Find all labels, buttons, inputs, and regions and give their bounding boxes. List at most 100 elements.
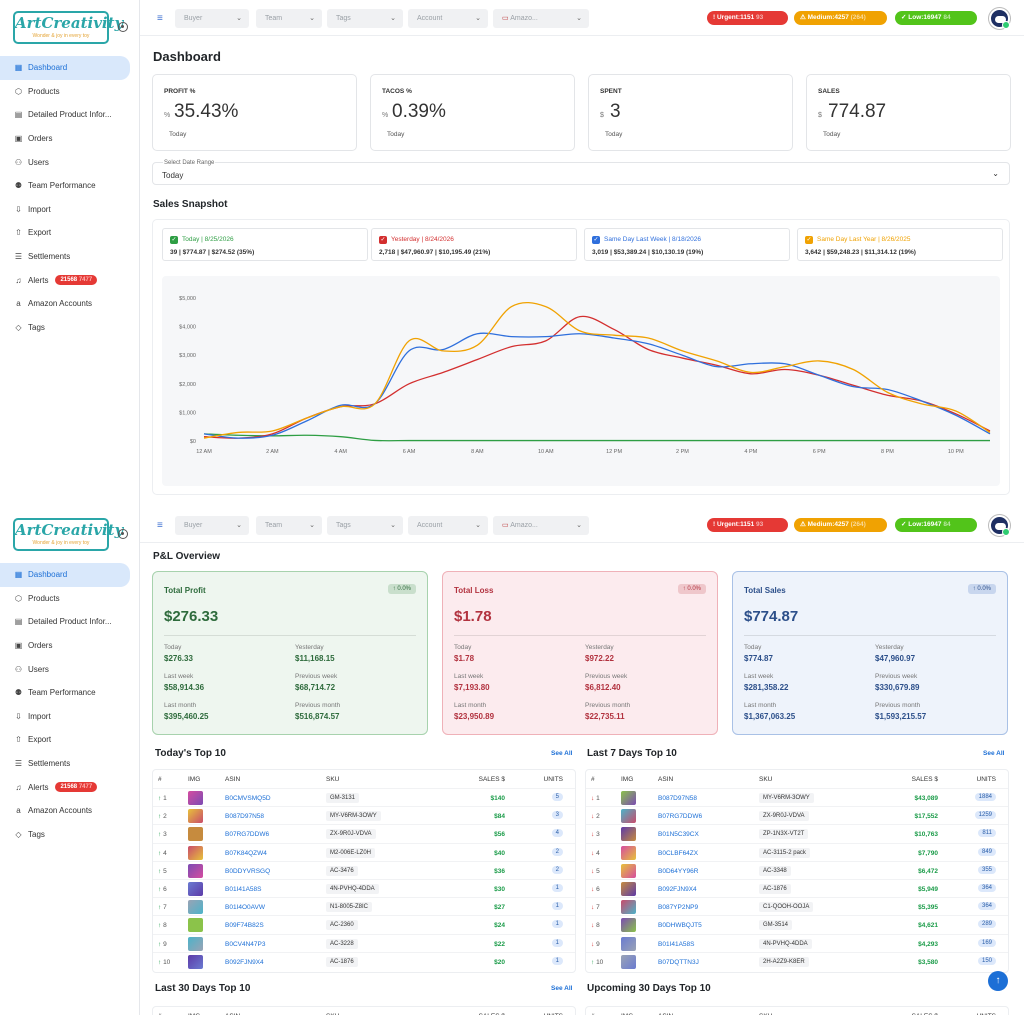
table-row[interactable]: ↑ 6 B01I41A58S 4N-PVHQ-4DDA $30 1: [153, 879, 575, 897]
product-thumbnail[interactable]: [188, 845, 203, 860]
legend-item-1[interactable]: ✓ Yesterday | 8/24/2026 2,718 | $47,960.97…: [371, 228, 577, 261]
sidebar-item-import[interactable]: ⇩ Import: [0, 198, 140, 222]
asin-link[interactable]: B0CV4N47P3: [225, 940, 266, 948]
sidebar-item-orders[interactable]: ▣ Orders: [0, 127, 140, 151]
table-row[interactable]: ↓ 2 B07RG7DDW6 ZX-9R0J-VDVA $17,552 1259: [586, 806, 1008, 824]
table-row[interactable]: ↓ 4 B0CLBF64ZX AC-3115-2 pack $7,790 849: [586, 842, 1008, 861]
table-row[interactable]: ↓ 7 B087YP2NP9 C1-QOOH-OOJA $5,395 364: [586, 897, 1008, 915]
asin-link[interactable]: B09F74B82S: [225, 922, 264, 930]
asin-link[interactable]: B01N5C39CX: [658, 831, 699, 839]
product-thumbnail[interactable]: [621, 936, 636, 951]
filter-select-0[interactable]: Buyer ⌄: [175, 9, 249, 28]
sidebar-item-alerts[interactable]: ♫ Alerts 21568 7477: [0, 268, 140, 292]
product-thumbnail[interactable]: [621, 809, 636, 824]
asin-link[interactable]: B087D97N58: [658, 795, 698, 802]
user-avatar[interactable]: [989, 8, 1010, 29]
table-row[interactable]: ↑ 1 B0CMVSMQ5D GM-3131 $140 5: [153, 788, 575, 806]
sidebar-item-detailed-product-infor[interactable]: ▤ Detailed Product Infor...: [0, 103, 140, 127]
table-row[interactable]: ↑ 2 B087D97N58 MY-V6RM-3OWY $84 3: [153, 806, 575, 824]
user-avatar[interactable]: [989, 515, 1010, 536]
priority-pill-2[interactable]: ✓ Low:16947 84: [895, 11, 977, 25]
table-row[interactable]: ↑ 5 B0DDYVRSGQ AC-3476 $36 2: [153, 860, 575, 879]
asin-link[interactable]: B07DQTTN3J: [658, 958, 699, 966]
sidebar-item-dashboard[interactable]: ▦ Dashboard: [0, 563, 130, 587]
filter-icon[interactable]: ≡: [157, 13, 163, 24]
sidebar-item-orders[interactable]: ▣ Orders: [0, 634, 140, 658]
legend-item-3[interactable]: ✓ Same Day Last Year | 8/26/2025 3,642 | $…: [797, 228, 1003, 261]
sidebar-item-products[interactable]: ⬡ Products: [0, 587, 140, 611]
legend-item-0[interactable]: ✓ Today | 8/25/2026 39 | $774.87 | $274.52…: [162, 228, 368, 261]
product-thumbnail[interactable]: [621, 882, 636, 896]
asin-link[interactable]: B092FJN9X4: [225, 958, 264, 966]
product-thumbnail[interactable]: [621, 845, 636, 860]
sidebar-item-export[interactable]: ⇧ Export: [0, 221, 140, 245]
filter-select-0[interactable]: Buyer ⌄: [175, 516, 249, 535]
sidebar-item-dashboard[interactable]: ▦ Dashboard: [0, 56, 130, 80]
filter-select-3[interactable]: Account ⌄: [408, 516, 488, 535]
asin-link[interactable]: B087D97N58: [225, 813, 265, 821]
date-range-select[interactable]: Select Date Range Today ⌄: [152, 160, 1010, 185]
asin-link[interactable]: B0CLBF64ZX: [658, 849, 699, 857]
table-row[interactable]: ↑ 3 B07RG7DDW6 ZX-9R0J-VDVA $56 4: [153, 824, 575, 842]
asin-link[interactable]: B087YP2NP9: [658, 904, 699, 912]
today-see-all-link[interactable]: See All: [551, 750, 573, 757]
checkbox-checked-icon[interactable]: ✓: [170, 236, 178, 244]
filter-icon[interactable]: ≡: [157, 520, 163, 531]
product-thumbnail[interactable]: [188, 882, 203, 896]
product-thumbnail[interactable]: [188, 900, 203, 915]
sidebar-item-export[interactable]: ⇧ Export: [0, 728, 140, 752]
product-thumbnail[interactable]: [621, 918, 636, 933]
product-thumbnail[interactable]: [188, 954, 203, 969]
filter-select-1[interactable]: Team ⌄: [256, 516, 322, 535]
checkbox-checked-icon[interactable]: ✓: [592, 236, 600, 244]
table-row[interactable]: ↓ 8 B0DHWBQJT5 GM-3514 $4,621 289: [586, 915, 1008, 933]
product-thumbnail[interactable]: [621, 954, 636, 969]
sidebar-item-settlements[interactable]: ☰ Settlements: [0, 245, 140, 269]
priority-pill-0[interactable]: ! Urgent:1151 93: [707, 518, 788, 532]
table-row[interactable]: ↓ 6 B092FJN9X4 AC-1876 $5,949 364: [586, 879, 1008, 897]
asin-link[interactable]: B07K84QZW4: [225, 849, 267, 857]
table-row[interactable]: ↓ 1 B087D97N58 MY-V6RM-3OWY $43,089 1884: [586, 788, 1008, 806]
table-row[interactable]: ↑ 9 B0CV4N47P3 AC-3228 $22 1: [153, 933, 575, 952]
product-thumbnail[interactable]: [188, 809, 203, 824]
filter-select-4[interactable]: ▭ Amazo... ⌄: [493, 516, 589, 535]
table-row[interactable]: ↑ 7 B01I4O0AVW N1-8005-Z8IC $27 1: [153, 897, 575, 915]
priority-pill-0[interactable]: ! Urgent:1151 93: [707, 11, 788, 25]
sidebar-item-users[interactable]: ⚇ Users: [0, 657, 140, 681]
filter-select-1[interactable]: Team ⌄: [256, 9, 322, 28]
sidebar-item-settlements[interactable]: ☰ Settlements: [0, 752, 140, 776]
sidebar-item-products[interactable]: ⬡ Products: [0, 80, 140, 104]
product-thumbnail[interactable]: [188, 827, 203, 842]
sidebar-item-team-performance[interactable]: ⚉ Team Performance: [0, 174, 140, 198]
table-row[interactable]: ↑ 8 B09F74B82S AC-2360 $24 1: [153, 915, 575, 933]
table-row[interactable]: ↓ 9 B01I41A58S 4N-PVHQ-4DDA $4,293 169: [586, 933, 1008, 952]
logo[interactable]: ArtCreativity Wonder & joy in every toy: [13, 11, 123, 44]
asin-link[interactable]: B01I41A58S: [658, 940, 695, 948]
filter-select-3[interactable]: Account ⌄: [408, 9, 488, 28]
sidebar-item-amazon-accounts[interactable]: a Amazon Accounts: [0, 292, 140, 316]
product-thumbnail[interactable]: [621, 791, 636, 805]
sidebar-item-users[interactable]: ⚇ Users: [0, 150, 140, 174]
product-thumbnail[interactable]: [621, 863, 636, 878]
product-thumbnail[interactable]: [621, 900, 636, 915]
sidebar-item-team-performance[interactable]: ⚉ Team Performance: [0, 681, 140, 705]
sidebar-toggle-icon[interactable]: [118, 22, 128, 32]
filter-select-2[interactable]: Tags ⌄: [327, 516, 403, 535]
priority-pill-1[interactable]: ⚠ Medium:4257 (264): [794, 518, 887, 532]
scroll-top-button[interactable]: ↑: [988, 971, 1008, 991]
asin-link[interactable]: B07RG7DDW6: [225, 831, 270, 839]
sidebar-item-amazon-accounts[interactable]: a Amazon Accounts: [0, 799, 140, 823]
checkbox-checked-icon[interactable]: ✓: [805, 236, 813, 244]
table-row[interactable]: ↑ 10 B092FJN9X4 AC-1876 $20 1: [153, 951, 575, 970]
sidebar-toggle-icon[interactable]: [118, 529, 128, 539]
table-row[interactable]: ↑ 10 B07DQTTN3J 2H-A2Z9-K8ER $3,580 150: [586, 951, 1008, 970]
logo[interactable]: ArtCreativity Wonder & joy in every toy: [13, 518, 123, 551]
asin-link[interactable]: B0DHWBQJT5: [658, 922, 702, 930]
product-thumbnail[interactable]: [188, 936, 203, 951]
sidebar-item-import[interactable]: ⇩ Import: [0, 705, 140, 729]
filter-select-4[interactable]: ▭ Amazo... ⌄: [493, 9, 589, 28]
table-row[interactable]: ↓ 5 B0D64YY96R AC-3348 $6,472 355: [586, 860, 1008, 879]
sidebar-item-alerts[interactable]: ♫ Alerts 21568 7477: [0, 775, 140, 799]
product-thumbnail[interactable]: [188, 918, 203, 933]
sidebar-item-detailed-product-infor[interactable]: ▤ Detailed Product Infor...: [0, 610, 140, 634]
